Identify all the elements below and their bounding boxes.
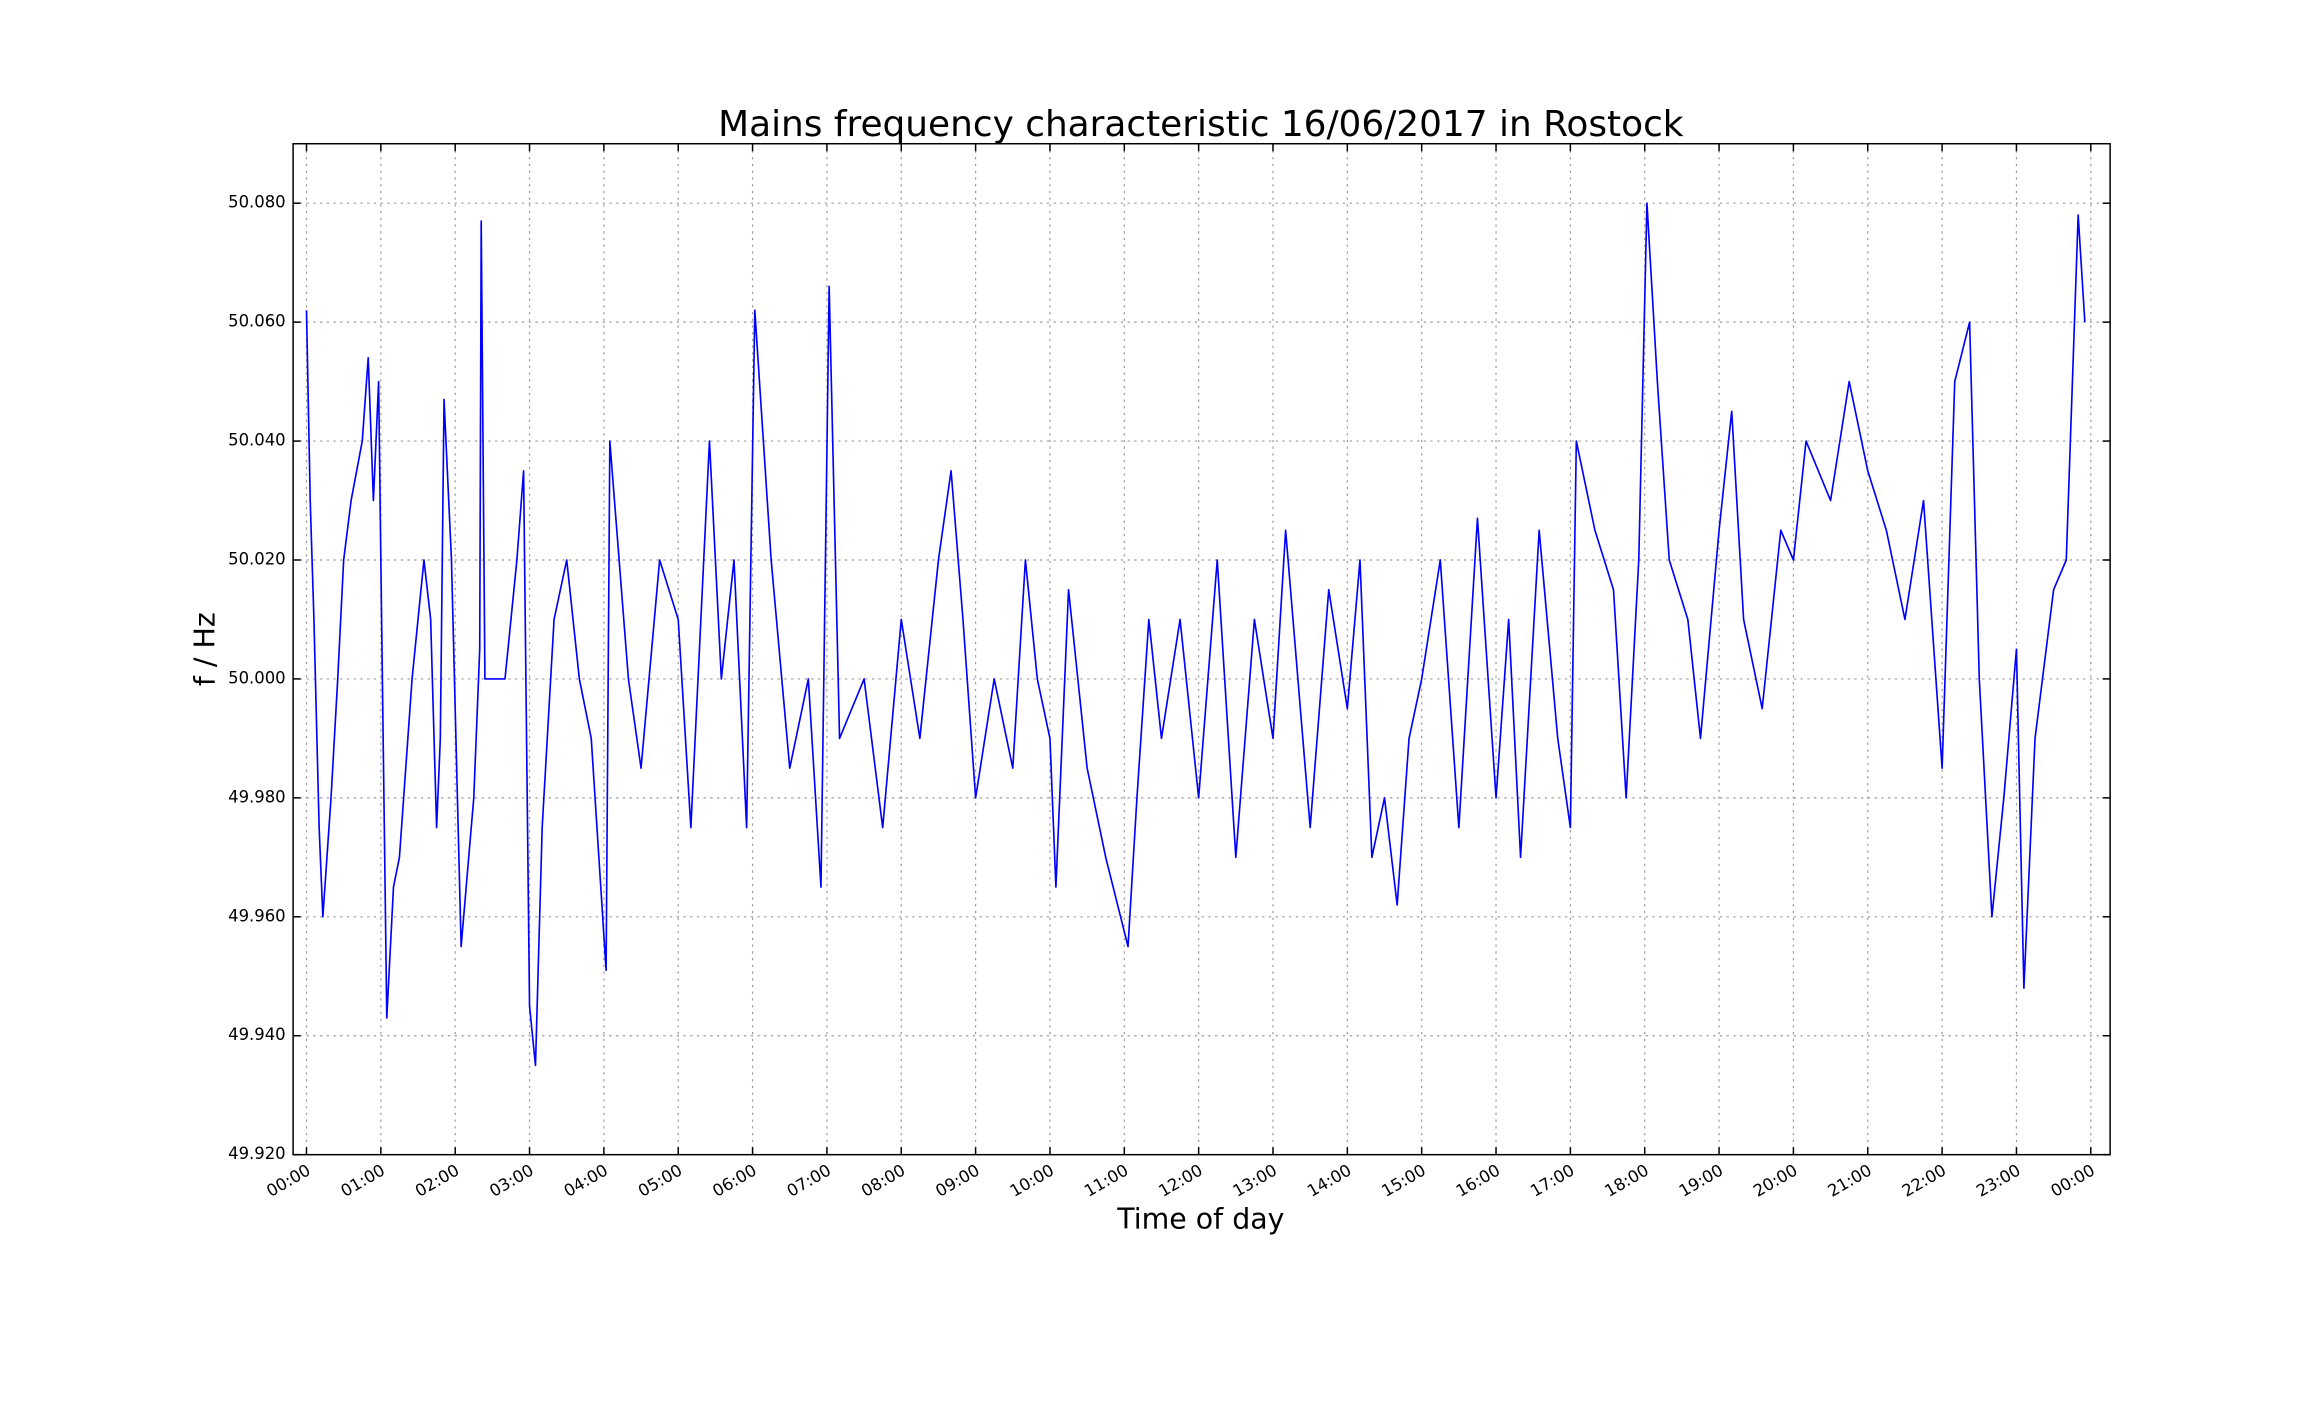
y-tick-label: 50.000 <box>228 668 286 687</box>
x-tick-label: 07:00 <box>784 1161 835 1201</box>
x-tick-label: 22:00 <box>1899 1161 1950 1201</box>
x-tick-label: 17:00 <box>1527 1161 1578 1201</box>
x-tick-label: 05:00 <box>635 1161 686 1201</box>
y-tick-label: 49.980 <box>228 787 286 806</box>
x-tick-label: 11:00 <box>1081 1161 1132 1201</box>
y-tick-label: 50.020 <box>228 549 286 568</box>
x-tick-label: 00:00 <box>2048 1161 2099 1201</box>
y-axis-label: f / Hz <box>188 612 221 686</box>
x-tick-label: 04:00 <box>561 1161 612 1201</box>
chart-title: Mains frequency characteristic 16/06/201… <box>718 104 1684 145</box>
x-tick-label: 00:00 <box>263 1161 314 1201</box>
plot-frame <box>292 142 2111 1156</box>
y-tick-label: 50.060 <box>228 312 286 331</box>
x-tick-label: 02:00 <box>412 1161 463 1201</box>
y-tick-label: 50.040 <box>228 431 286 450</box>
y-tick-label: 50.080 <box>228 193 286 212</box>
x-tick-label: 06:00 <box>709 1161 760 1201</box>
x-tick-label: 15:00 <box>1378 1161 1429 1201</box>
x-tick-label: 19:00 <box>1676 1161 1727 1201</box>
x-tick-label: 08:00 <box>858 1161 909 1201</box>
x-tick-label: 01:00 <box>338 1161 389 1201</box>
x-tick-label: 23:00 <box>1973 1161 2024 1201</box>
y-tick-label: 49.960 <box>228 906 286 925</box>
x-tick-label: 13:00 <box>1230 1161 1281 1201</box>
x-tick-label: 14:00 <box>1304 1161 1355 1201</box>
x-tick-label: 18:00 <box>1601 1161 1652 1201</box>
x-tick-label: 10:00 <box>1007 1161 1058 1201</box>
x-tick-label: 09:00 <box>932 1161 983 1201</box>
y-tick-label: 49.920 <box>228 1144 286 1163</box>
x-axis-label: Time of day <box>1116 1202 1284 1235</box>
x-tick-label: 03:00 <box>486 1161 537 1201</box>
y-tick-label: 49.940 <box>228 1025 286 1044</box>
x-tick-label: 21:00 <box>1824 1161 1875 1201</box>
line-series <box>305 202 2086 1067</box>
x-tick-label: 12:00 <box>1155 1161 1206 1201</box>
x-tick-label: 20:00 <box>1750 1161 1801 1201</box>
x-tick-label: 16:00 <box>1453 1161 1504 1201</box>
